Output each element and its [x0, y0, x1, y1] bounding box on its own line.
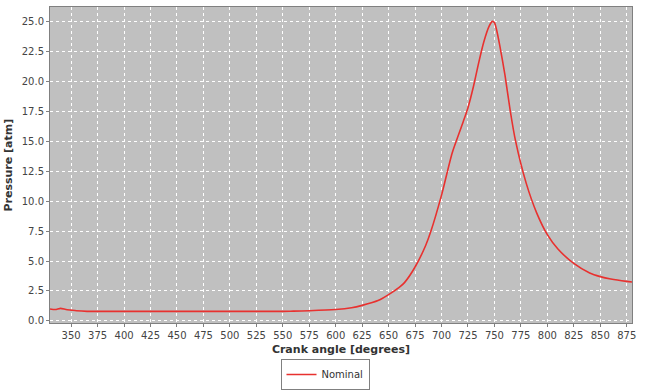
svg-text:2.5: 2.5 — [28, 285, 44, 296]
svg-text:17.5: 17.5 — [22, 106, 44, 117]
svg-text:Nominal: Nominal — [322, 369, 363, 380]
svg-text:525: 525 — [247, 330, 266, 341]
svg-text:5.0: 5.0 — [28, 256, 44, 267]
svg-text:700: 700 — [432, 330, 451, 341]
svg-text:625: 625 — [353, 330, 372, 341]
svg-text:425: 425 — [141, 330, 160, 341]
svg-text:Pressure [atm]: Pressure [atm] — [2, 119, 15, 212]
svg-text:750: 750 — [485, 330, 504, 341]
svg-text:10.0: 10.0 — [22, 196, 44, 207]
svg-text:450: 450 — [167, 330, 186, 341]
svg-text:20.0: 20.0 — [22, 76, 44, 87]
svg-text:875: 875 — [617, 330, 636, 341]
svg-text:825: 825 — [564, 330, 583, 341]
svg-text:12.5: 12.5 — [22, 166, 44, 177]
svg-text:550: 550 — [273, 330, 292, 341]
svg-text:500: 500 — [220, 330, 239, 341]
svg-text:400: 400 — [115, 330, 134, 341]
svg-text:850: 850 — [591, 330, 610, 341]
svg-text:7.5: 7.5 — [28, 226, 44, 237]
svg-text:350: 350 — [62, 330, 81, 341]
svg-text:0.0: 0.0 — [28, 315, 44, 326]
svg-text:15.0: 15.0 — [22, 136, 44, 147]
svg-text:475: 475 — [194, 330, 213, 341]
svg-text:725: 725 — [458, 330, 477, 341]
svg-text:25.0: 25.0 — [22, 16, 44, 27]
svg-text:375: 375 — [88, 330, 107, 341]
svg-text:650: 650 — [379, 330, 398, 341]
svg-text:800: 800 — [538, 330, 557, 341]
svg-text:Crank angle [degrees]: Crank angle [degrees] — [272, 343, 410, 356]
svg-text:775: 775 — [511, 330, 530, 341]
svg-text:22.5: 22.5 — [22, 46, 44, 57]
svg-text:575: 575 — [300, 330, 319, 341]
svg-text:675: 675 — [406, 330, 425, 341]
svg-text:600: 600 — [326, 330, 345, 341]
